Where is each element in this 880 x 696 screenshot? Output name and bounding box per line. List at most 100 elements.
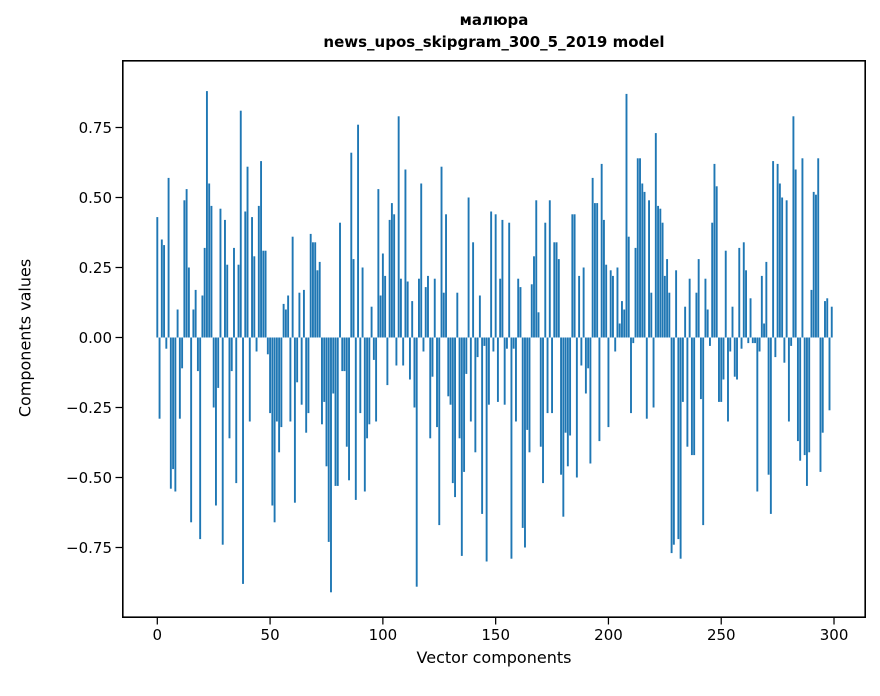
bar <box>760 275 763 338</box>
bar <box>433 278 436 338</box>
bar <box>830 306 833 338</box>
bar <box>345 337 348 447</box>
bar <box>422 337 425 352</box>
bar <box>224 219 226 338</box>
bar <box>808 337 811 453</box>
bar <box>711 222 714 338</box>
bar <box>339 222 341 338</box>
bar <box>697 259 700 338</box>
bar <box>580 337 583 366</box>
bar <box>427 275 429 338</box>
bar <box>496 337 499 402</box>
bar <box>533 256 535 338</box>
bar <box>273 337 276 523</box>
bar <box>666 259 669 338</box>
bar <box>221 337 224 545</box>
bar <box>544 222 547 338</box>
bar <box>487 337 490 405</box>
bar <box>546 337 549 414</box>
bar <box>693 337 696 456</box>
plot-svg <box>115 60 867 625</box>
bar <box>706 309 709 338</box>
bar <box>169 337 172 489</box>
bar <box>343 337 346 372</box>
xtick-label-150: 150 <box>481 626 510 644</box>
bar <box>724 250 727 338</box>
bar <box>623 309 626 338</box>
bar <box>553 242 556 338</box>
bar <box>246 166 249 338</box>
bar <box>291 236 294 338</box>
bar <box>688 278 691 338</box>
y-axis-label: Components values <box>15 258 35 418</box>
bar <box>298 292 301 338</box>
bar <box>805 337 808 486</box>
bar <box>307 337 310 414</box>
bar <box>767 337 770 475</box>
bar <box>551 337 553 414</box>
bar <box>663 275 666 338</box>
bar <box>670 337 673 554</box>
bar <box>269 337 272 414</box>
bar <box>519 287 522 338</box>
bar <box>736 337 738 380</box>
bar <box>321 337 323 425</box>
bar <box>785 200 788 338</box>
bar <box>282 303 285 338</box>
bar <box>778 183 781 338</box>
bar <box>600 163 603 338</box>
bar <box>636 158 639 338</box>
bar <box>413 337 416 408</box>
bar <box>172 337 175 470</box>
bar <box>287 295 290 338</box>
bar <box>681 337 684 402</box>
bar <box>794 169 797 338</box>
bar <box>787 337 790 422</box>
bar <box>749 298 752 338</box>
bar <box>302 289 305 338</box>
bar <box>251 217 253 338</box>
bar <box>562 337 565 517</box>
bar <box>754 337 757 344</box>
bar <box>661 222 664 338</box>
x-axis-label: Vector components <box>416 648 572 667</box>
bar <box>718 337 720 402</box>
bar <box>801 158 804 338</box>
bar <box>436 337 438 428</box>
bar <box>817 158 820 338</box>
bar <box>352 259 355 338</box>
bar <box>589 337 592 464</box>
bar <box>478 295 481 338</box>
bar <box>311 242 314 338</box>
bar <box>330 337 332 593</box>
bar <box>239 110 242 338</box>
bar <box>657 205 660 338</box>
bar <box>639 158 641 338</box>
bar <box>404 169 407 338</box>
bar <box>187 267 190 338</box>
bar <box>528 337 531 453</box>
xtick-label-0: 0 <box>152 626 163 644</box>
bar <box>442 292 445 338</box>
bar <box>390 203 393 338</box>
bar <box>564 337 567 433</box>
bar <box>327 337 330 542</box>
bar <box>792 116 795 338</box>
ytick-label-0.00: 0.00 <box>78 328 112 347</box>
bar <box>641 183 644 338</box>
bar <box>165 337 168 349</box>
bar <box>587 337 590 369</box>
bar <box>219 208 222 338</box>
bar <box>248 337 251 422</box>
bar <box>359 337 362 414</box>
bar <box>176 309 179 338</box>
bar <box>645 337 648 419</box>
bar <box>309 233 312 338</box>
bar <box>648 200 650 338</box>
bar <box>158 337 161 419</box>
bar <box>490 211 493 338</box>
bar <box>463 337 466 472</box>
bar <box>178 337 181 419</box>
bar <box>163 245 166 338</box>
bar <box>372 337 375 360</box>
